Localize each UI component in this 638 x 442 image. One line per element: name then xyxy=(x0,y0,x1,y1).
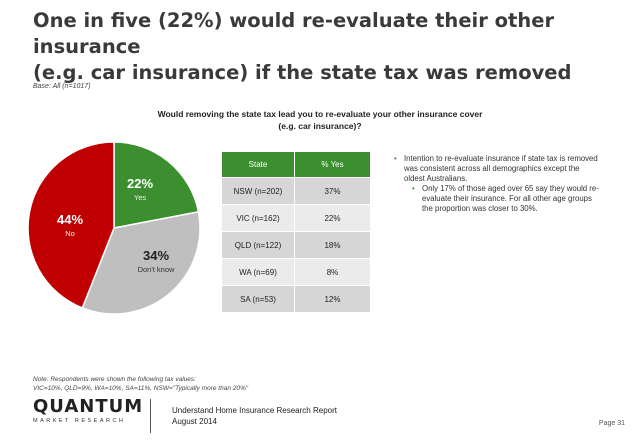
table-row: WA (n=69) 8% xyxy=(222,258,370,286)
pie-category-label: Yes xyxy=(134,193,146,202)
cell-state: WA (n=69) xyxy=(222,258,295,286)
table-row: QLD (n=122) 18% xyxy=(222,231,370,259)
cell-pct: 8% xyxy=(294,258,370,286)
chart-question: Would removing the state tax lead you to… xyxy=(110,108,530,132)
state-table: State % Yes NSW (n=202) 37% VIC (n=162) … xyxy=(222,152,370,312)
cell-state: QLD (n=122) xyxy=(222,231,295,259)
page-title: One in five (22%) would re-evaluate thei… xyxy=(33,8,623,86)
header-pct-yes: % Yes xyxy=(294,152,370,178)
question-line-2: (e.g. car insurance)? xyxy=(278,121,362,131)
report-info: Understand Home Insurance Research Repor… xyxy=(172,405,337,427)
cell-pct: 22% xyxy=(294,204,370,232)
page-number: Page 31 xyxy=(598,420,625,427)
table-row: VIC (n=162) 22% xyxy=(222,204,370,232)
pie-value-label: 22% xyxy=(127,176,153,191)
report-title: Understand Home Insurance Research Repor… xyxy=(172,406,337,415)
pie-slice-don-t-know xyxy=(81,211,201,315)
bullet-sub: • Only 17% of those aged over 65 say the… xyxy=(392,184,600,214)
table-header-row: State % Yes xyxy=(222,152,370,178)
cell-state: SA (n=53) xyxy=(222,285,295,312)
cell-state: VIC (n=162) xyxy=(222,204,295,232)
cell-pct: 12% xyxy=(294,285,370,312)
note-line-2: VIC=10%, QLD=9%, WA=10%, SA=11%, NSW="Ty… xyxy=(33,385,249,392)
note-line-1: Note: Respondents were shown the followi… xyxy=(33,376,196,383)
tax-note: Note: Respondents were shown the followi… xyxy=(33,375,248,393)
cell-pct: 18% xyxy=(294,231,370,259)
table-row: NSW (n=202) 37% xyxy=(222,177,370,205)
bullet-dot-icon: • xyxy=(394,154,397,163)
bullet-dot-icon: • xyxy=(412,184,415,193)
bullet-main: • Intention to re-evaluate insurance if … xyxy=(392,154,600,184)
pie-category-label: Don't know xyxy=(138,265,175,274)
title-line-1: One in five (22%) would re-evaluate thei… xyxy=(33,9,555,58)
pie-value-label: 34% xyxy=(143,248,169,263)
bullet-main-text: Intention to re-evaluate insurance if st… xyxy=(404,154,598,183)
cell-pct: 37% xyxy=(294,177,370,205)
quantum-logo: QUANTUM MARKET RESEARCH xyxy=(33,396,144,425)
pie-slice-no xyxy=(27,141,115,309)
report-date: August 2014 xyxy=(172,417,217,426)
header-state: State xyxy=(222,152,295,178)
title-line-2: (e.g. car insurance) if the state tax wa… xyxy=(33,61,572,84)
base-note: Base: All (n=1017) xyxy=(33,83,91,90)
question-line-1: Would removing the state tax lead you to… xyxy=(157,109,483,119)
pie-category-label: No xyxy=(65,229,75,238)
bullet-sub-text: Only 17% of those aged over 65 say they … xyxy=(422,184,599,213)
footer-divider xyxy=(150,399,151,433)
commentary: • Intention to re-evaluate insurance if … xyxy=(392,154,600,214)
pie-value-label: 44% xyxy=(57,212,83,227)
table-row: SA (n=53) 12% xyxy=(222,285,370,312)
cell-state: NSW (n=202) xyxy=(222,177,295,205)
pie-slice-yes xyxy=(113,141,200,229)
logo-subtitle: MARKET RESEARCH xyxy=(33,418,126,424)
logo-wordmark: QUANTUM xyxy=(33,396,144,417)
